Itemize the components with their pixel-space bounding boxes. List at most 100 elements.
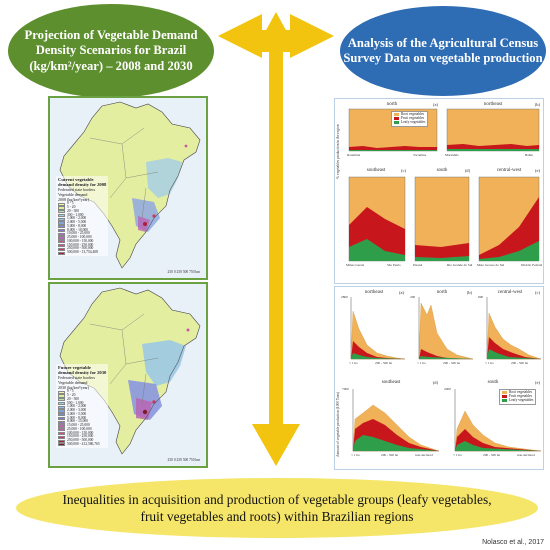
map-2030-legend-row: 5,000 - 8,000 bbox=[58, 416, 106, 421]
map-2030-legend-row: 150,000 - 250,000 bbox=[58, 435, 106, 439]
map-2008-legend-label: 8,000 - 10,000 bbox=[67, 227, 88, 232]
map-2030-legend-label: 3,000 - 5,000 bbox=[67, 411, 87, 416]
map-2030-legend-label: 5 - 20 bbox=[67, 393, 76, 398]
map-2030-legend-swatch bbox=[58, 443, 65, 447]
share-cw-lbl-last: Distrito Federal bbox=[521, 263, 543, 267]
projection-title: Projection of Vegetable Demand Density S… bbox=[24, 27, 198, 73]
prod-cw-x2: 200 - 500 ha bbox=[511, 361, 529, 365]
conclusion-text: Inequalities in acquisition and producti… bbox=[62, 491, 492, 524]
share-chart-north-letter: (a) bbox=[433, 102, 438, 107]
map-2030-legend-label: 250,000 - 500,000 bbox=[67, 438, 94, 443]
map-2008-legend-row: 0 - 5 bbox=[58, 201, 106, 206]
map-2030-legend-row: 250,000 - 500,000 bbox=[58, 438, 106, 443]
map-2030-legend-label: 500,000 - 412,586,765 bbox=[67, 441, 100, 446]
map-2008-legend-row: 10,000 - 25,000 bbox=[58, 232, 106, 236]
map-2008-legend-swatch bbox=[58, 202, 65, 206]
prod-chart-central-west-letter: (c) bbox=[535, 290, 540, 295]
citation-credit: Nolasco et al., 2017 bbox=[482, 539, 544, 546]
share-north-lbl-first: Rondônia bbox=[347, 153, 361, 157]
share-cw-lbl-first: Mato Grosso do Sul bbox=[477, 263, 505, 267]
share-chart-south-title: south bbox=[436, 168, 448, 173]
map-2008-legend-label: 100,000 - 150,000 bbox=[67, 238, 94, 243]
map-2008-legend-label: 500,000 - 13,754,408 bbox=[67, 250, 98, 255]
prod-chart-central-west: central-west (c) 900 < 1 ha 200 - 500 ha bbox=[477, 289, 543, 375]
map-2030-legend-title: Future vegetable demand density for 2030 bbox=[58, 365, 107, 376]
map-2030-scalebar: 250 0 250 500 750 km bbox=[167, 458, 200, 462]
prod-se-x2: 200 - 500 ha bbox=[381, 453, 399, 457]
prod-legend-root: Root vegetables bbox=[509, 390, 533, 394]
map-2030-legend-swatch bbox=[58, 390, 65, 394]
prod-chart-northeast-title: northeast bbox=[364, 290, 384, 295]
share-s-lbl-first: Paraná bbox=[413, 263, 423, 267]
map-2030-legend-swatch bbox=[58, 424, 65, 428]
share-chart-northeast-letter: (b) bbox=[534, 102, 540, 107]
production-legend: Root vegetables Fruit vegetables Leafy v… bbox=[499, 389, 537, 405]
prod-chart-southeast: southeast (d) 7000 < 1 ha 200 - 500 ha n… bbox=[341, 379, 441, 469]
prod-s-ymax: 2000 bbox=[444, 387, 451, 391]
map-2030-legend-label: 15,000 - 25,000 bbox=[67, 423, 90, 428]
map-2008-legend-swatch bbox=[58, 213, 65, 218]
prod-n-ymax: 200 bbox=[410, 295, 416, 299]
share-chart-south-letter: (d) bbox=[464, 168, 470, 173]
map-2030-legend-swatch bbox=[58, 394, 65, 398]
map-2030: Future vegetable demand density for 2030… bbox=[48, 282, 208, 468]
map-2030-legend-head: Vegetable demand 2030 (kg/km²/year) bbox=[58, 380, 90, 390]
map-2008-legend-row: 8,000 - 10,000 bbox=[58, 227, 106, 233]
share-se-lbl-last: São Paulo bbox=[387, 263, 401, 267]
map-2030-legend-swatch bbox=[58, 420, 65, 424]
brazil-map-2030-icon bbox=[59, 287, 201, 455]
prod-cw-x0: < 1 ha bbox=[485, 361, 494, 365]
map-2030-legend-row: 500 - 1,000 bbox=[58, 400, 106, 406]
map-2030-legend-label: 500 - 1,000 bbox=[67, 400, 84, 405]
prod-chart-north-letter: (b) bbox=[466, 290, 472, 295]
map-2008-legend-swatch bbox=[58, 221, 65, 225]
prod-chart-south: south (e) 2000 Root vegetables Fruit veg… bbox=[443, 379, 543, 469]
prod-ne-ymax: 2800 bbox=[341, 295, 348, 299]
brazil-map-2008-icon bbox=[59, 101, 201, 269]
map-2030-legend-row: 2,000 - 3,000 bbox=[58, 408, 106, 413]
map-2008: Current vegetable demand density for 200… bbox=[48, 96, 208, 280]
map-2030-legend-swatch bbox=[58, 398, 65, 402]
map-2030-legend-row: 5 - 20 bbox=[58, 393, 106, 398]
prod-chart-southeast-letter: (d) bbox=[432, 380, 438, 385]
share-chart-north-title: north bbox=[386, 102, 398, 107]
map-2030-legend: Future vegetable demand density for 2030… bbox=[56, 364, 109, 448]
map-2008-legend-row: 25,000 - 100,000 bbox=[58, 235, 106, 240]
map-2008-legend-label: 25,000 - 100,000 bbox=[67, 235, 92, 240]
map-2008-legend-row: 1,000 - 2,000 bbox=[58, 217, 106, 221]
prod-s-x0: < 1 ha bbox=[453, 453, 462, 457]
prod-se-ymax: 7000 bbox=[342, 387, 349, 391]
map-2030-legend-row: 500,000 - 412,586,765 bbox=[58, 441, 106, 447]
prod-se-x0: < 1 ha bbox=[351, 453, 360, 457]
map-2008-legend-row: 150,000 - 250,000 bbox=[58, 243, 106, 248]
prod-chart-northeast: northeast (a) 2800 < 1 ha 200 - 500 ha bbox=[341, 289, 407, 375]
census-production-panel: Amount of vegetable production (1000 Ton… bbox=[334, 286, 544, 470]
legend-root: Root vegetables bbox=[401, 112, 425, 116]
share-s-lbl-last: Rio Grande do Sul bbox=[447, 263, 473, 267]
map-2030-legend-label: 25,000 - 100,000 bbox=[67, 426, 92, 431]
map-2008-legend-row: 300 - 1,000 bbox=[58, 213, 106, 218]
map-2030-legend-row: 3,000 - 5,000 bbox=[58, 411, 106, 417]
prod-chart-north-title: north bbox=[436, 290, 448, 295]
legend-fruit: Fruit vegetables bbox=[401, 115, 425, 120]
map-2030-legend-row: 8,000 - 15,000 bbox=[58, 420, 106, 424]
share-legend: Root vegetables Fruit vegetables Leafy v… bbox=[391, 111, 429, 127]
map-2030-legend-row: 15,000 - 25,000 bbox=[58, 423, 106, 428]
share-chart-central-west-letter: (e) bbox=[535, 168, 540, 173]
prod-chart-south-title: south bbox=[487, 380, 499, 385]
prod-s-x4: non-declared bbox=[517, 453, 535, 457]
map-2008-legend-title: Current vegetable demand density for 200… bbox=[58, 177, 107, 188]
map-2030-legend-label: 150,000 - 250,000 bbox=[67, 434, 94, 439]
map-2008-legend-label: 0 - 5 bbox=[67, 201, 74, 206]
share-chart-northeast-title: northeast bbox=[483, 102, 503, 107]
census-production-ylabel: Amount of vegetable production (1000 Ton… bbox=[336, 391, 340, 457]
map-2030-legend-label: 1,000 - 2,000 bbox=[67, 404, 87, 409]
share-chart-north: north (a) Root vegetables Fruit vegetabl… bbox=[343, 101, 441, 163]
map-2008-legend-swatch bbox=[58, 228, 65, 233]
map-2008-legend-row: 100,000 - 150,000 bbox=[58, 238, 106, 244]
share-se-lbl-first: Minas Gerais bbox=[346, 263, 365, 267]
map-2008-legend-swatch bbox=[58, 206, 65, 210]
map-2030-legend-label: 100,000 - 150,000 bbox=[67, 430, 94, 435]
map-2008-legend-swatch bbox=[58, 217, 65, 221]
